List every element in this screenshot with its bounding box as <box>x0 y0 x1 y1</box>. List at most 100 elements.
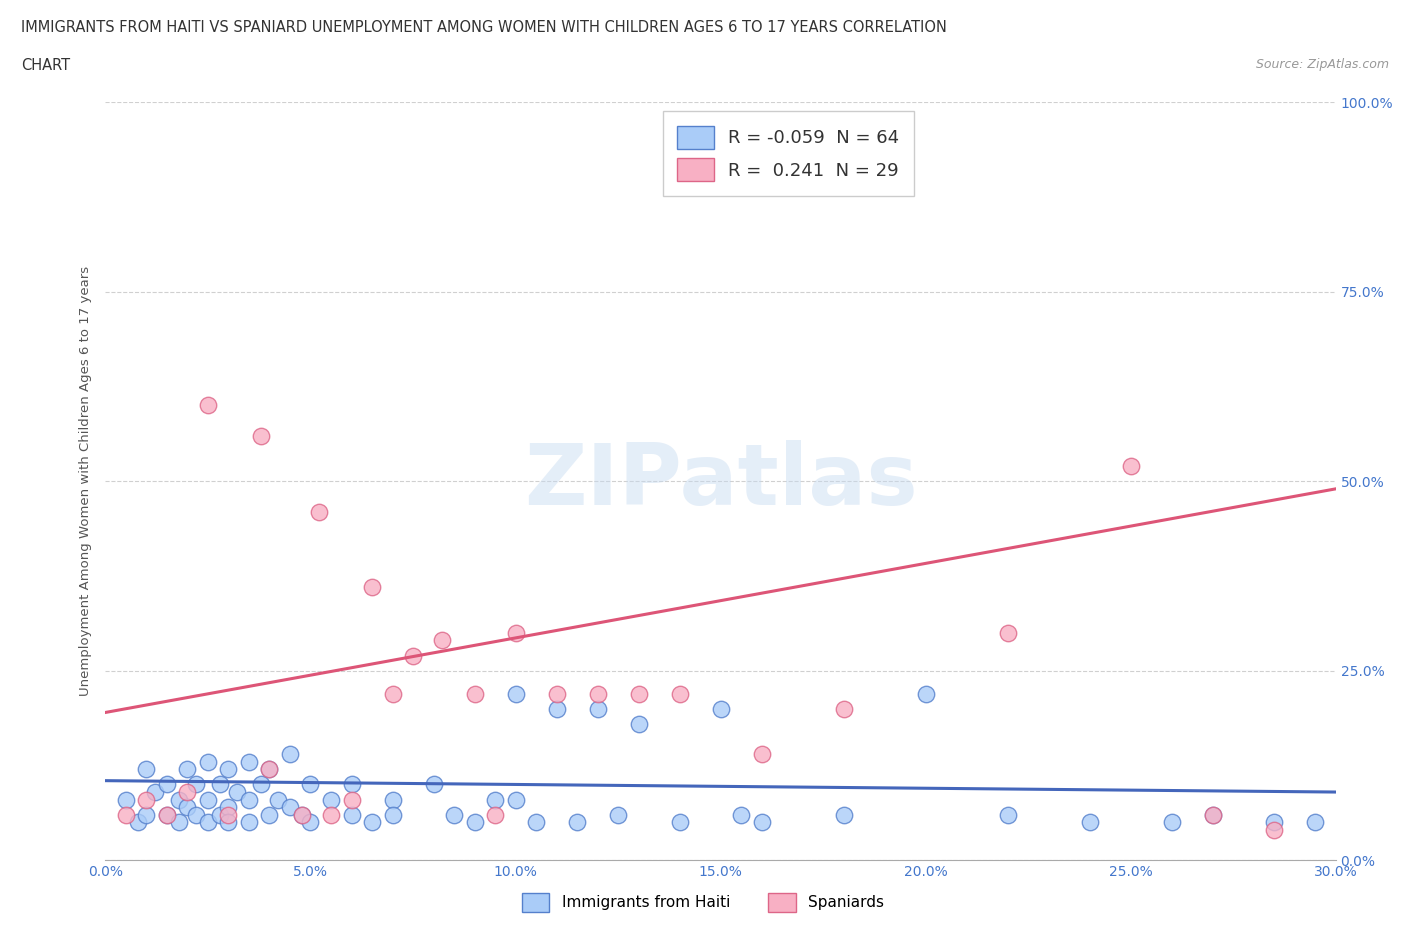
Point <box>218 800 240 815</box>
Point <box>668 815 690 830</box>
Point <box>1119 458 1142 473</box>
Point <box>1160 815 1182 830</box>
Point <box>730 807 752 822</box>
Point <box>135 762 157 777</box>
Point <box>291 807 314 822</box>
Point <box>319 792 342 807</box>
Point <box>259 762 281 777</box>
Point <box>1202 807 1225 822</box>
Point <box>340 807 363 822</box>
Point <box>1078 815 1101 830</box>
Point <box>997 626 1019 641</box>
Point <box>250 777 273 792</box>
Text: IMMIGRANTS FROM HAITI VS SPANIARD UNEMPLOYMENT AMONG WOMEN WITH CHILDREN AGES 6 : IMMIGRANTS FROM HAITI VS SPANIARD UNEMPL… <box>21 20 948 35</box>
Point <box>751 747 773 762</box>
Point <box>156 807 179 822</box>
Point <box>238 792 260 807</box>
Point <box>250 429 273 444</box>
Point <box>218 762 240 777</box>
Point <box>176 762 198 777</box>
Point <box>914 686 936 701</box>
Y-axis label: Unemployment Among Women with Children Ages 6 to 17 years: Unemployment Among Women with Children A… <box>79 266 93 697</box>
Point <box>1303 815 1326 830</box>
Point <box>184 777 207 792</box>
Point <box>209 807 232 822</box>
Point <box>197 398 219 413</box>
Point <box>402 648 425 663</box>
Point <box>484 807 506 822</box>
Point <box>209 777 232 792</box>
Point <box>299 815 322 830</box>
Point <box>197 754 219 769</box>
Point <box>546 686 568 701</box>
Point <box>143 785 166 800</box>
Point <box>381 686 404 701</box>
Point <box>607 807 630 822</box>
Point <box>218 807 240 822</box>
Point <box>832 807 855 822</box>
Point <box>340 777 363 792</box>
Point <box>267 792 290 807</box>
Text: ZIPatlas: ZIPatlas <box>523 440 918 523</box>
Point <box>422 777 444 792</box>
Point <box>238 754 260 769</box>
Legend: R = -0.059  N = 64, R =  0.241  N = 29: R = -0.059 N = 64, R = 0.241 N = 29 <box>664 112 914 195</box>
Point <box>218 815 240 830</box>
Point <box>997 807 1019 822</box>
Point <box>464 686 486 701</box>
Point <box>505 792 527 807</box>
Point <box>361 580 384 595</box>
Point <box>319 807 342 822</box>
Point <box>524 815 547 830</box>
Point <box>586 701 609 716</box>
Point <box>586 686 609 701</box>
Point <box>299 777 322 792</box>
Point <box>627 716 650 731</box>
Point <box>135 792 157 807</box>
Point <box>156 777 179 792</box>
Legend: Immigrants from Haiti, Spaniards: Immigrants from Haiti, Spaniards <box>516 887 890 918</box>
Point <box>668 686 690 701</box>
Point <box>1202 807 1225 822</box>
Point <box>197 792 219 807</box>
Point <box>238 815 260 830</box>
Point <box>291 807 314 822</box>
Point <box>1263 822 1285 837</box>
Text: CHART: CHART <box>21 58 70 73</box>
Point <box>443 807 465 822</box>
Point <box>169 792 191 807</box>
Point <box>464 815 486 830</box>
Point <box>361 815 384 830</box>
Point <box>308 504 330 519</box>
Point <box>127 815 149 830</box>
Point <box>169 815 191 830</box>
Point <box>115 792 138 807</box>
Point <box>751 815 773 830</box>
Point <box>115 807 138 822</box>
Point <box>484 792 506 807</box>
Point <box>381 807 404 822</box>
Point <box>176 785 198 800</box>
Point <box>430 633 453 648</box>
Point <box>1263 815 1285 830</box>
Point <box>135 807 157 822</box>
Point <box>176 800 198 815</box>
Point <box>259 762 281 777</box>
Point <box>156 807 179 822</box>
Point <box>381 792 404 807</box>
Point <box>710 701 733 716</box>
Point <box>225 785 247 800</box>
Point <box>278 800 301 815</box>
Text: Source: ZipAtlas.com: Source: ZipAtlas.com <box>1256 58 1389 71</box>
Point <box>832 701 855 716</box>
Point <box>565 815 588 830</box>
Point <box>259 807 281 822</box>
Point <box>627 686 650 701</box>
Point <box>505 626 527 641</box>
Point <box>505 686 527 701</box>
Point <box>546 701 568 716</box>
Point <box>340 792 363 807</box>
Point <box>197 815 219 830</box>
Point <box>278 747 301 762</box>
Point <box>184 807 207 822</box>
